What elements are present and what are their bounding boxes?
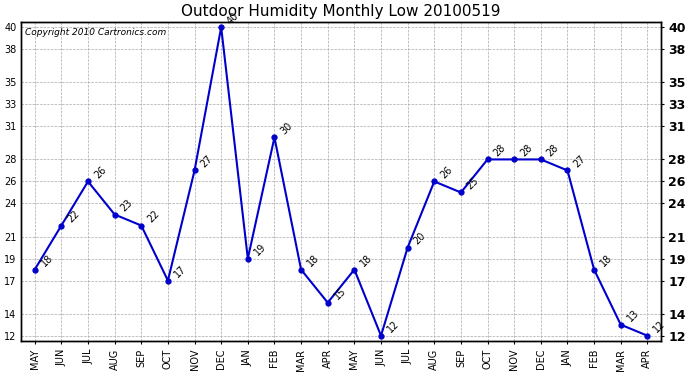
Text: 17: 17 (172, 264, 188, 280)
Text: 26: 26 (92, 165, 108, 181)
Text: 18: 18 (598, 253, 614, 269)
Text: 20: 20 (412, 231, 428, 247)
Text: 40: 40 (226, 11, 241, 27)
Text: Copyright 2010 Cartronics.com: Copyright 2010 Cartronics.com (25, 28, 166, 37)
Text: 28: 28 (518, 143, 534, 159)
Text: 18: 18 (39, 253, 55, 269)
Text: 27: 27 (199, 154, 215, 170)
Text: 22: 22 (146, 209, 161, 225)
Text: 18: 18 (359, 253, 374, 269)
Text: 12: 12 (385, 319, 401, 335)
Text: 28: 28 (545, 143, 561, 159)
Text: 15: 15 (332, 286, 348, 302)
Text: 28: 28 (492, 143, 508, 159)
Text: 23: 23 (119, 198, 135, 214)
Text: 13: 13 (625, 308, 640, 324)
Text: 26: 26 (438, 165, 454, 181)
Text: 22: 22 (66, 209, 81, 225)
Text: 30: 30 (279, 121, 295, 136)
Text: 27: 27 (571, 154, 588, 170)
Text: 19: 19 (252, 242, 268, 258)
Title: Outdoor Humidity Monthly Low 20100519: Outdoor Humidity Monthly Low 20100519 (181, 4, 501, 19)
Text: 25: 25 (465, 176, 481, 192)
Text: 18: 18 (305, 253, 321, 269)
Text: 12: 12 (651, 319, 667, 335)
